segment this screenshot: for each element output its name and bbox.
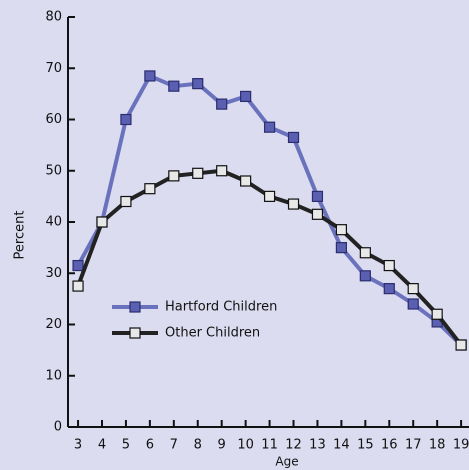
- y-tick-label: 40: [45, 215, 62, 230]
- data-point: [407, 283, 419, 295]
- data-point: [407, 298, 419, 310]
- x-tick-label: 3: [74, 438, 82, 453]
- data-point: [240, 175, 252, 187]
- data-point: [263, 190, 276, 202]
- y-tick-label: 20: [45, 317, 62, 332]
- y-tick-label: 0: [54, 420, 62, 435]
- data-point: [120, 195, 132, 208]
- x-tick-label: 12: [285, 438, 302, 453]
- data-point: [455, 339, 467, 351]
- legend-marker: [129, 327, 141, 339]
- data-point: [335, 242, 347, 254]
- data-point: [311, 208, 324, 220]
- y-tick-label: 30: [45, 266, 62, 281]
- data-point: [168, 80, 180, 92]
- data-point: [96, 216, 108, 228]
- legend-marker: [129, 301, 141, 313]
- data-point: [431, 308, 443, 320]
- data-point: [72, 259, 84, 272]
- x-axis-label: Age: [275, 455, 298, 469]
- data-point: [359, 247, 371, 259]
- x-tick-label: 14: [333, 438, 350, 453]
- x-tick-label: 17: [405, 438, 422, 453]
- x-tick-label: 19: [453, 438, 469, 453]
- data-point: [144, 183, 156, 195]
- data-point: [216, 98, 228, 110]
- data-point: [287, 198, 300, 210]
- data-point: [383, 283, 395, 295]
- data-point: [192, 167, 204, 179]
- x-tick-label: 18: [429, 438, 446, 453]
- x-tick-label: 5: [122, 438, 130, 453]
- data-point: [383, 259, 395, 272]
- data-point: [168, 170, 180, 182]
- y-tick-label: 10: [45, 368, 62, 383]
- x-tick-label: 4: [98, 438, 106, 453]
- y-tick-label: 60: [45, 112, 62, 127]
- y-tick-label: 80: [45, 10, 62, 25]
- x-tick-label: 15: [357, 438, 374, 453]
- data-point: [240, 90, 252, 103]
- x-tick-label: 7: [170, 438, 178, 453]
- x-tick-label: 13: [309, 438, 326, 453]
- x-tick-label: 6: [146, 438, 154, 453]
- x-tick-label: 11: [261, 438, 278, 453]
- legend-label: Other Children: [165, 326, 260, 341]
- data-point: [144, 70, 156, 82]
- x-tick-label: 10: [237, 438, 254, 453]
- data-point: [216, 165, 228, 177]
- data-point: [72, 280, 84, 292]
- x-tick-label: 9: [218, 438, 226, 453]
- data-point: [120, 113, 132, 126]
- data-point: [192, 78, 204, 90]
- x-tick-label: 16: [381, 438, 398, 453]
- data-point: [263, 121, 276, 133]
- y-tick-label: 70: [45, 61, 62, 76]
- y-axis-label: Percent: [13, 211, 28, 260]
- legend-label: Hartford Children: [165, 300, 277, 315]
- data-point: [359, 270, 371, 282]
- data-point: [311, 190, 324, 202]
- y-tick-label: 50: [45, 163, 62, 178]
- data-point: [335, 224, 347, 236]
- data-point: [287, 131, 300, 144]
- x-tick-label: 8: [194, 438, 202, 453]
